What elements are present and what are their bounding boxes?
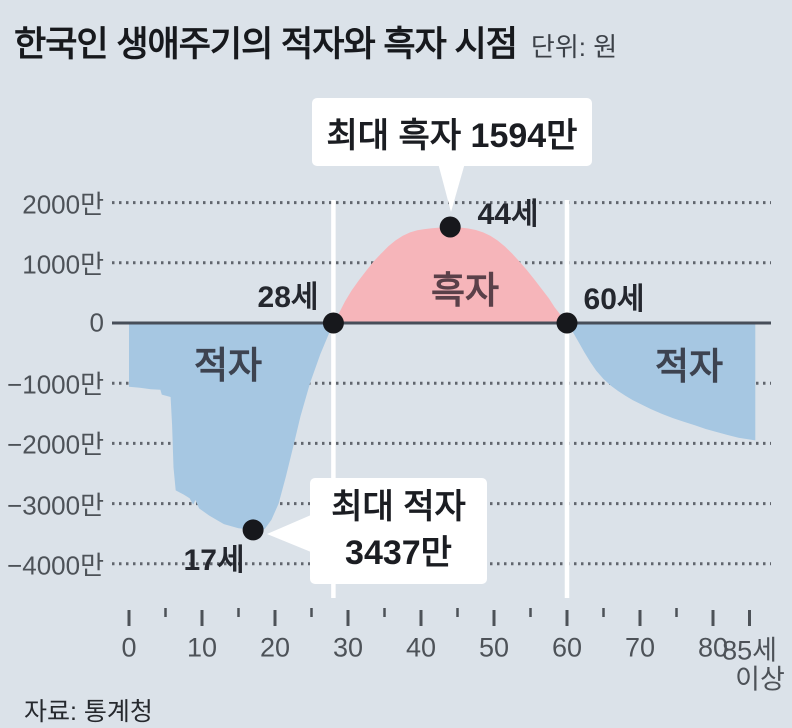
max-deficit-text-line2: 3437만	[345, 534, 452, 572]
x-tick-label: 10	[186, 632, 218, 663]
deficit-left-label: 적자	[193, 345, 263, 386]
area-deficit-young	[129, 323, 334, 532]
deficit-right-label: 적자	[654, 346, 724, 387]
y-tick-label: −1000만	[7, 369, 104, 400]
max-deficit-text-line1: 최대 적자	[331, 488, 466, 527]
y-tick-label: −4000만	[7, 550, 104, 581]
x-tick-label: 30	[332, 632, 364, 663]
y-tick-label: −3000만	[7, 490, 104, 521]
x-tick-label: 85세	[722, 635, 777, 666]
area-surplus	[333, 227, 567, 323]
max-surplus-callout: 최대 흑자 1594만	[312, 98, 592, 166]
age-17-label: 17세	[183, 544, 245, 577]
y-tick-label: 0	[89, 307, 104, 338]
unit-label: 단위: 원	[530, 32, 618, 62]
data-dot-28세	[322, 312, 344, 334]
data-dot-60세	[556, 312, 578, 334]
age-28-label: 28세	[257, 281, 319, 314]
x-tick-label: 20	[259, 632, 291, 663]
x-axis-suffix-label: 이상	[735, 664, 785, 695]
data-dot-17세	[242, 519, 264, 541]
age-44-label: 44세	[477, 198, 539, 231]
x-tick-label: 70	[624, 632, 656, 663]
y-tick-label: −2000만	[7, 429, 104, 460]
age-60-label: 60세	[583, 283, 645, 316]
surplus-label: 흑자	[430, 270, 500, 311]
header: 한국인 생애주기의 적자와 흑자 시점 단위: 원	[14, 16, 784, 67]
x-tick-label: 0	[121, 632, 137, 663]
page-title: 한국인 생애주기의 적자와 흑자 시점	[14, 25, 518, 64]
x-tick-label: 50	[478, 632, 510, 663]
max-surplus-text: 최대 흑자 1594만	[326, 116, 578, 155]
x-tick-label: 60	[551, 632, 583, 663]
x-tick-label: 40	[405, 632, 437, 663]
surplus-callout-pointer	[438, 163, 465, 212]
area-deficit-old	[567, 323, 756, 441]
max-deficit-callout: 최대 적자 3437만	[310, 478, 487, 584]
x-tick-label: 80	[697, 632, 729, 663]
y-tick-label: 1000만	[22, 249, 104, 280]
source-label: 자료: 통계청	[24, 698, 153, 726]
deficit-callout-pointer	[267, 515, 311, 552]
data-dot-44세	[439, 216, 461, 238]
y-tick-label: 2000만	[22, 189, 104, 220]
